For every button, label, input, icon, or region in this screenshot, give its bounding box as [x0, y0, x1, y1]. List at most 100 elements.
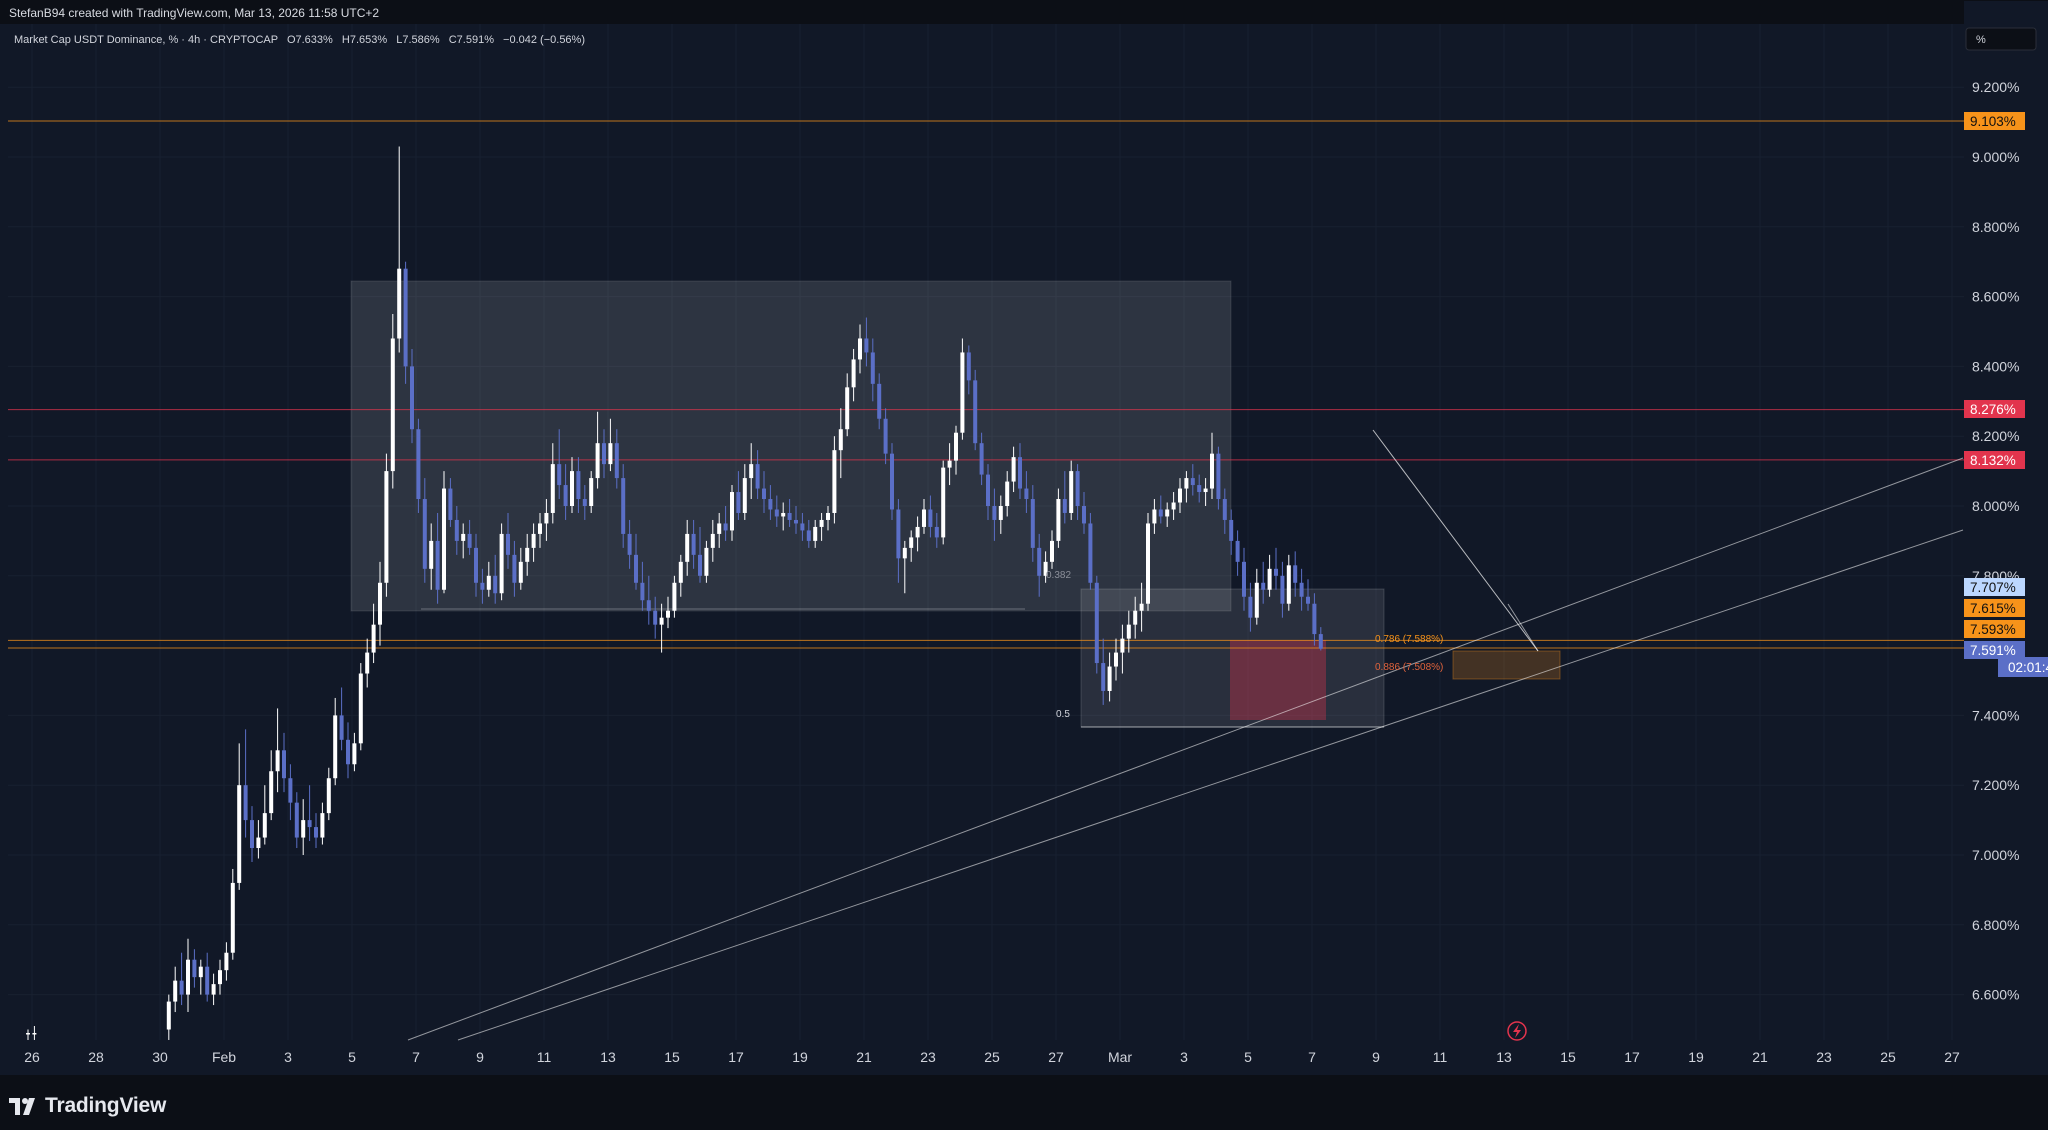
candle-body	[531, 533, 536, 548]
candle-body	[1011, 457, 1016, 482]
candle-body	[1146, 523, 1150, 604]
x-tick-label: 27	[1048, 1049, 1064, 1065]
candle-body	[723, 523, 728, 531]
candle-body	[666, 610, 670, 618]
y-tick-label: 9.000%	[1972, 149, 2019, 165]
y-tick-label: 8.200%	[1972, 428, 2019, 444]
candle-body	[506, 533, 510, 555]
drawing-zones	[350, 280, 1561, 728]
descending-trendline	[1372, 429, 1539, 652]
price-label-text: 7.593%	[1970, 622, 2016, 637]
x-tick-label: 21	[1752, 1049, 1768, 1065]
candle-body	[256, 837, 261, 849]
candle-body	[1101, 663, 1106, 691]
candle-body	[192, 959, 197, 978]
candle-body	[698, 554, 702, 576]
candle-body	[1248, 596, 1253, 618]
candle-body	[1274, 568, 1278, 576]
legend: Market Cap USDT Dominance, % · 4h · CRYP…	[14, 34, 585, 46]
y-tick-label: 8.000%	[1972, 498, 2019, 514]
countdown-label: 02:01:48	[1998, 657, 2048, 677]
candle-body	[1075, 471, 1080, 506]
y-tick-label: 9.200%	[1972, 79, 2019, 95]
price-axis: 9.200% 9.000% 8.800% 8.600% 8.400% 8.200% 8.00…	[1972, 79, 2019, 1002]
candle-body	[1158, 509, 1163, 517]
time-axis: 26 28 30 Feb 3 5 7 9 11 13 15 17 19 21 23 25 27 Mar 3 5 7 9 11…	[24, 1049, 1960, 1065]
candle-body	[832, 450, 837, 513]
candle-body	[640, 582, 645, 601]
candle-body	[1312, 603, 1317, 635]
candle-body	[422, 499, 427, 569]
x-tick-label: 28	[88, 1049, 104, 1065]
candle-body	[621, 478, 626, 534]
fib-target-box	[1452, 650, 1561, 680]
candle-body	[205, 966, 210, 995]
candle-body	[1293, 565, 1298, 583]
y-tick-label: 8.400%	[1972, 358, 2019, 374]
price-label: 7.593%	[1964, 620, 2025, 638]
candle-body	[1210, 453, 1214, 489]
candle-body	[973, 380, 978, 444]
lightning-icon[interactable]	[1507, 1021, 1527, 1041]
tradingview-logo[interactable]: TradingView	[9, 1094, 166, 1118]
candle-body	[186, 959, 190, 995]
scale-mode-label: %	[1976, 34, 1986, 46]
candle-body	[838, 429, 843, 451]
candle-body	[243, 785, 248, 821]
candle-body	[1139, 603, 1144, 611]
price-chart[interactable]: 0.382 0.5 0.786 (7.588%) 0.886 (7.508%) 9.2…	[0, 0, 2048, 1075]
candle-body	[678, 561, 683, 583]
price-label-bg	[1964, 578, 2025, 596]
candles	[26, 146, 1323, 1040]
y-tick-label: 7.000%	[1972, 847, 2019, 863]
y-tick-label: 7.400%	[1972, 707, 2019, 723]
candle-body	[410, 366, 414, 430]
attribution-text: StefanB94 created with TradingView.com, …	[9, 6, 380, 20]
candle-body	[762, 488, 766, 500]
candle-body	[710, 533, 715, 548]
candle-body	[525, 547, 530, 562]
x-tick-label: 3	[1180, 1049, 1188, 1065]
candle-body	[819, 519, 824, 527]
candle-body	[858, 338, 862, 360]
candle-body	[230, 882, 235, 953]
price-label-text: 7.591%	[1970, 643, 2016, 658]
candle-body	[595, 443, 600, 479]
candle-body	[877, 383, 882, 419]
candle-body	[237, 785, 242, 883]
candle-body	[998, 506, 1003, 520]
countdown-wide-bg	[1998, 657, 2048, 677]
price-label: 8.132%	[1964, 451, 2025, 469]
x-tick-label: 15	[664, 1049, 680, 1065]
x-tick-label: Feb	[212, 1049, 236, 1065]
candle-body	[493, 575, 498, 594]
candle-body	[1190, 478, 1195, 486]
candle-body	[1126, 624, 1131, 639]
candle-body	[954, 432, 958, 461]
x-tick-label: 19	[792, 1049, 808, 1065]
candle-body	[1318, 634, 1323, 649]
candle-body	[794, 519, 798, 524]
candle-body	[1171, 502, 1176, 510]
candle-body	[1203, 488, 1208, 493]
candle-body	[486, 575, 491, 590]
candle-body	[1018, 457, 1022, 489]
candle-body	[627, 533, 632, 555]
candle-body	[352, 743, 357, 765]
candle-body	[922, 509, 926, 527]
candle-body	[941, 467, 946, 538]
scale-mode-button[interactable]: %	[1965, 27, 2037, 51]
price-axis-panel[interactable]	[1964, 1, 2048, 1075]
x-tick-label: 5	[348, 1049, 356, 1065]
candle-body	[1062, 499, 1067, 513]
candle-body	[1286, 565, 1291, 604]
candle-body	[800, 523, 805, 531]
candle-body	[902, 547, 907, 559]
candle-body	[685, 533, 690, 562]
fib-labels: 0.382 0.5 0.786 (7.588%) 0.886 (7.508%)	[1046, 570, 1443, 720]
candle-body	[1088, 523, 1093, 583]
x-tick-label: 7	[412, 1049, 420, 1065]
candle-body	[403, 268, 408, 367]
candle-body	[1094, 582, 1099, 664]
candle-body	[320, 813, 325, 838]
